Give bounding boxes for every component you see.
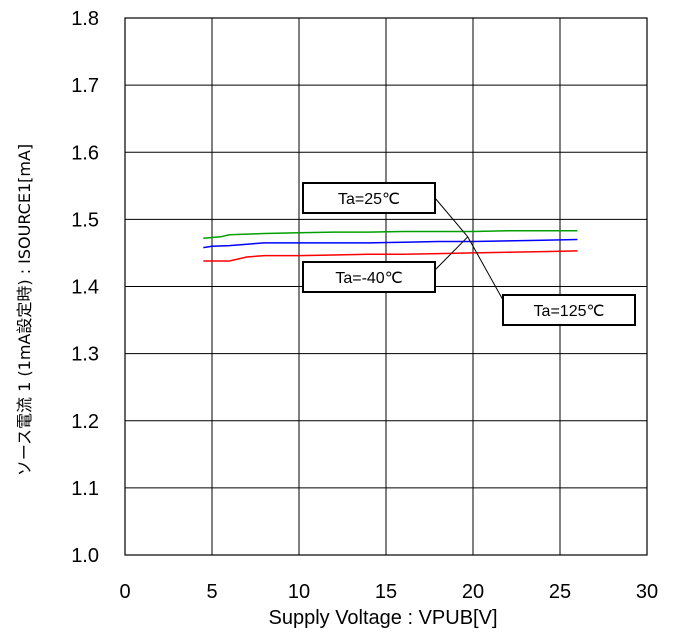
x-tick-label: 30 — [636, 581, 658, 603]
y-tick-label: 1.2 — [71, 411, 99, 433]
y-tick-label: 1.6 — [71, 142, 99, 164]
series-line-1 — [203, 238, 578, 249]
annotation-leader-line — [434, 197, 469, 238]
annotation-leader-line — [467, 236, 504, 301]
x-tick-label: 25 — [549, 581, 571, 603]
y-tick-label: 1.0 — [71, 545, 99, 567]
y-tick-labels: 1.0 1.1 1.2 1.3 1.4 1.5 1.6 1.7 1.8 — [71, 8, 99, 567]
y-tick-label: 1.4 — [71, 277, 99, 299]
y-tick-label: 1.3 — [71, 344, 99, 366]
series-layer — [203, 230, 578, 262]
annotation-box — [502, 294, 636, 326]
x-tick-label: 20 — [462, 581, 484, 603]
x-tick-label: 5 — [206, 581, 217, 603]
y-tick-label: 1.1 — [71, 478, 99, 500]
x-axis-label: Supply Voltage : VPUB[V] — [268, 607, 497, 629]
plot-border — [124, 17, 648, 556]
annotation-box — [302, 182, 436, 214]
x-tick-labels: 0 5 10 15 20 25 30 — [119, 581, 658, 603]
y-tick-label: 1.7 — [71, 75, 99, 97]
y-axis-label: ソース電流 1 (1mA設定時) : ISOURCE1[mA] — [15, 144, 34, 476]
annotations: Ta=25℃ Ta=-40℃ Ta=125℃ — [302, 182, 636, 326]
x-tick-label: 15 — [375, 581, 397, 603]
x-tick-label: 10 — [288, 581, 310, 603]
annotation-label: Ta=125℃ — [534, 303, 605, 320]
annotation-leader-line — [434, 236, 469, 271]
annotation-label: Ta=25℃ — [338, 191, 400, 208]
series-line-0 — [203, 230, 578, 239]
series-line-2 — [203, 250, 578, 262]
annotation-label: Ta=-40℃ — [335, 270, 402, 287]
y-tick-label: 1.5 — [71, 209, 99, 231]
y-tick-label: 1.8 — [71, 8, 99, 30]
annotation-box — [302, 261, 436, 293]
x-tick-label: 0 — [119, 581, 130, 603]
